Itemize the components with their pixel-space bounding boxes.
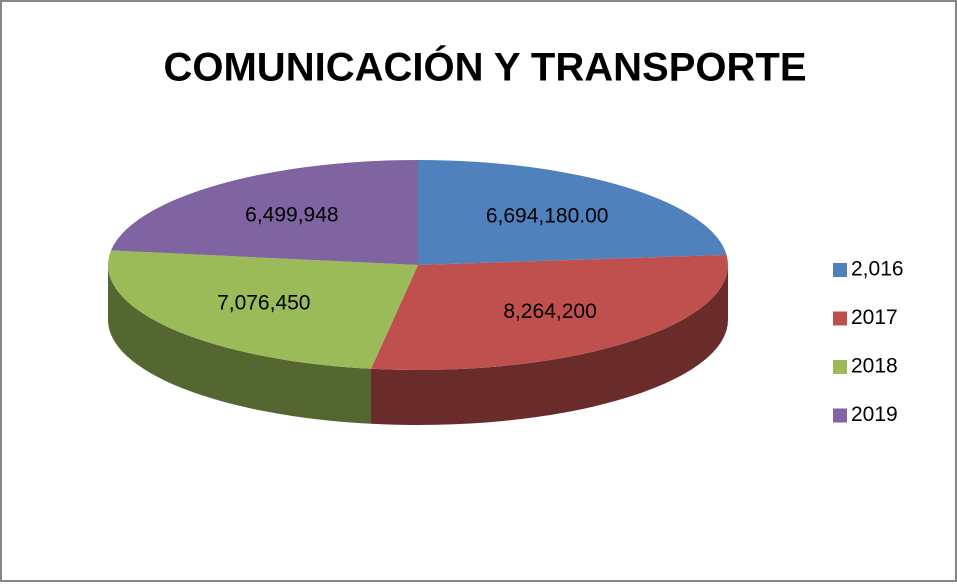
data-label: 8,264,200 — [503, 300, 596, 323]
legend-label: 2017 — [851, 306, 898, 329]
legend-swatch — [833, 311, 847, 326]
legend-label: 2,016 — [851, 258, 904, 281]
legend-swatch — [833, 408, 847, 423]
pie-slice — [108, 250, 419, 369]
data-label: 7,076,450 — [217, 291, 310, 314]
pie-slice — [418, 160, 727, 265]
legend-swatch — [833, 263, 847, 277]
pie-side — [371, 265, 728, 426]
pie-slice — [111, 160, 418, 265]
legend-label: 2019 — [851, 403, 898, 426]
pie-slice — [371, 254, 728, 370]
legend-swatch — [833, 360, 847, 374]
legend-label: 2018 — [851, 355, 898, 378]
chart-title: COMUNICACIÓN Y TRANSPORTE — [163, 44, 806, 90]
data-label: 6,694,180.00 — [486, 204, 609, 227]
pie-side — [108, 265, 372, 424]
data-label: 6,499,948 — [245, 203, 338, 226]
